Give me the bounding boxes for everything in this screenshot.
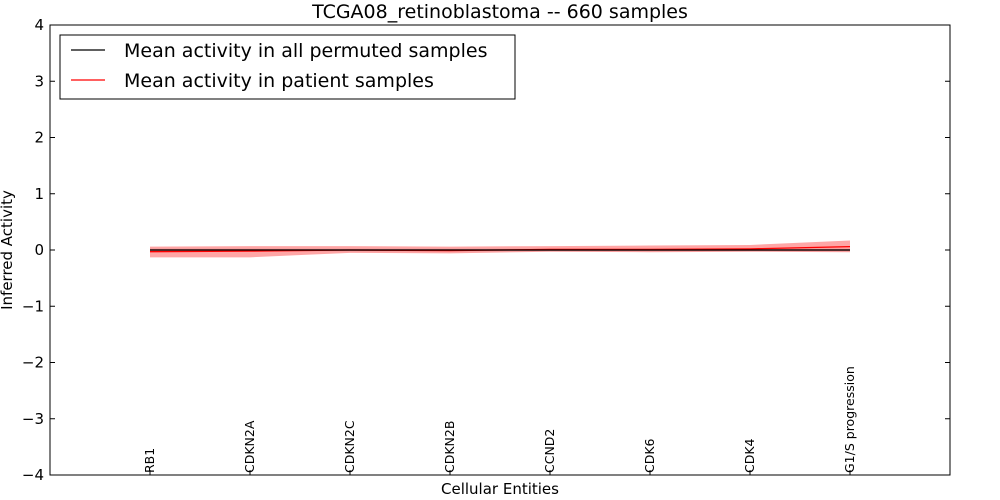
y-tick-label: 4 [34,16,44,34]
x-category-label: CDKN2C [342,420,357,473]
y-tick-label: 3 [34,72,44,90]
x-category-label: CCND2 [542,429,557,473]
x-category-label: CDKN2A [242,420,257,473]
y-tick-label: 0 [34,241,44,259]
chart-title: TCGA08_retinoblastoma -- 660 samples [311,1,688,23]
x-category-label: CDK4 [742,438,757,473]
legend-label-patient: Mean activity in patient samples [124,70,434,92]
y-tick-label: −3 [22,410,44,428]
legend-box [59,34,516,100]
x-axis-categories: RB1 CDKN2A CDKN2C CDKN2B CCND2 CDK6 CDK4 G1/S p… [142,366,857,475]
x-category-label: G1/S progression [842,366,857,473]
band-patient [150,240,850,258]
y-tick-label: −2 [22,354,44,372]
y-tick-label: 2 [34,129,44,147]
x-category-label: RB1 [142,448,157,473]
legend: Mean activity in all permuted samples Me… [59,34,516,100]
x-axis-label: Cellular Entities [441,480,559,498]
y-tick-label: −1 [22,297,44,315]
x-category-label: CDKN2B [442,421,457,473]
y-tick-label: −4 [22,466,44,484]
x-category-label: CDK6 [642,438,657,473]
y-axis-label: Inferred Activity [0,190,16,310]
legend-label-permuted: Mean activity in all permuted samples [124,40,487,62]
y-axis: 4 3 2 1 0 −1 −2 −3 −4 [22,16,950,484]
y-tick-label: 1 [34,185,44,203]
series-lines [149,245,851,253]
